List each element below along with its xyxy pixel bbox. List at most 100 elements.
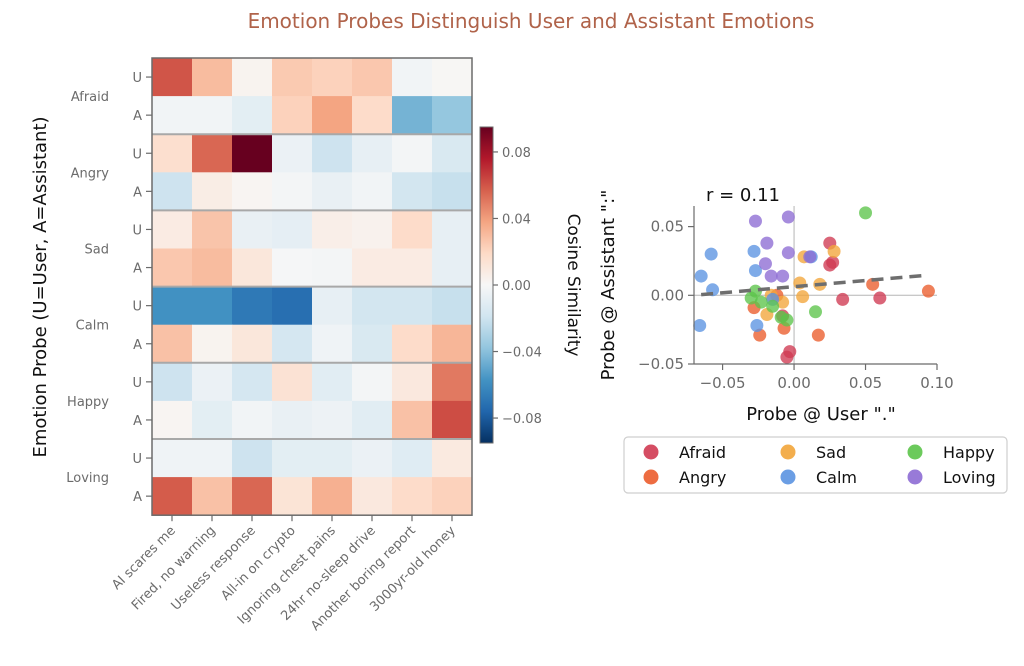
legend-label: Loving xyxy=(943,468,996,487)
heatmap-cell xyxy=(232,324,273,364)
heatmap-cell xyxy=(272,58,313,97)
scatter-point-afraid xyxy=(836,292,850,306)
heatmap-cell xyxy=(312,477,353,516)
heatmap-cell xyxy=(192,172,233,211)
heatmap-group-separators xyxy=(152,133,472,440)
x-tick-label: 0.00 xyxy=(777,374,810,392)
heatmap-cell xyxy=(272,286,313,326)
scatter-point-loving xyxy=(776,269,790,283)
heatmap-cell xyxy=(432,248,473,288)
heatmap-cell xyxy=(312,286,353,326)
scatter-point-calm xyxy=(704,247,718,261)
y-tick-label: U xyxy=(132,452,142,467)
heatmap-cell xyxy=(232,210,273,249)
scatter-points xyxy=(693,206,935,364)
heatmap-cell xyxy=(152,477,193,516)
heatmap-cell xyxy=(152,286,193,326)
row-group-label: Happy xyxy=(67,395,109,410)
colorbar-label: Cosine Similarity xyxy=(563,214,583,357)
scatter-point-loving xyxy=(781,210,795,224)
heatmap-cell xyxy=(152,96,193,135)
heatmap-cell xyxy=(392,477,433,516)
scatter-point-calm xyxy=(748,264,762,278)
correlation-annotation: r = 0.11 xyxy=(706,185,780,206)
scatter-x-ticks: −0.05 0.00 0.05 0.10 xyxy=(700,364,954,392)
heatmap-cell xyxy=(312,210,353,249)
scatter-point-happy xyxy=(809,305,822,319)
legend-label: Afraid xyxy=(679,443,726,462)
heatmap-cell xyxy=(232,362,273,402)
heatmap-cell xyxy=(232,439,273,478)
heatmap-cell xyxy=(272,134,313,173)
heatmap-cell xyxy=(312,58,353,97)
heatmap-cell xyxy=(152,439,193,478)
y-tick-label: 0.00 xyxy=(651,286,684,304)
scatter-point-sad xyxy=(827,244,841,258)
heatmap-cell xyxy=(312,324,353,364)
colorbar-ticks: 0.08 0.04 0.00 −0.04 −0.08 xyxy=(493,146,542,427)
heatmap-cell xyxy=(352,96,393,135)
legend-label: Angry xyxy=(679,468,726,487)
heatmap-cell xyxy=(232,172,273,211)
scatter-point-calm xyxy=(750,319,764,333)
heatmap-cell xyxy=(192,210,233,249)
heatmap-cell xyxy=(392,400,433,440)
heatmap-cell xyxy=(192,134,233,173)
heatmap-cell xyxy=(352,286,393,326)
heatmap-cell xyxy=(312,96,353,135)
heatmap-cell xyxy=(152,172,193,211)
scatter-point-happy xyxy=(859,206,873,220)
heatmap-cell xyxy=(432,324,473,364)
y-tick-label: U xyxy=(132,147,142,162)
scatter-legend: Afraid Angry Sad Calm Happy Loving xyxy=(623,436,1008,494)
heatmap-cell xyxy=(392,96,433,135)
scatter-point-angry xyxy=(921,284,935,298)
legend-label: Happy xyxy=(943,443,995,462)
y-tick-label: −0.05 xyxy=(638,355,684,373)
x-tick-label: −0.05 xyxy=(700,374,746,392)
heatmap-cell xyxy=(352,134,393,173)
heatmap-cell xyxy=(272,96,313,135)
y-tick-label: A xyxy=(133,338,142,353)
scatter-point-happy xyxy=(766,299,780,313)
y-tick-label: A xyxy=(133,109,142,124)
row-group-label: Calm xyxy=(76,319,109,334)
scatter-point-calm xyxy=(747,244,761,258)
heatmap-cell xyxy=(152,362,193,402)
y-tick-label: A xyxy=(133,262,142,277)
heatmap-cell xyxy=(192,324,233,364)
heatmap-cell xyxy=(312,439,353,478)
legend-marker xyxy=(780,469,796,485)
heatmap-cell xyxy=(272,248,313,288)
heatmap-cell xyxy=(352,362,393,402)
heatmap-cell xyxy=(232,134,273,173)
heatmap-cell xyxy=(232,96,273,135)
heatmap-cell xyxy=(352,400,393,440)
y-tick-label: A xyxy=(133,490,142,505)
heatmap-cell xyxy=(352,172,393,211)
heatmap-cell xyxy=(192,248,233,288)
heatmap-cell xyxy=(152,210,193,249)
scatter-point-afraid xyxy=(780,350,794,364)
scatter-point-angry xyxy=(811,328,825,342)
heatmap-cell xyxy=(432,362,473,402)
scatter-y-ticks: 0.05 0.00 −0.05 xyxy=(638,218,694,373)
heatmap-cell xyxy=(432,400,473,440)
heatmap-cell xyxy=(152,134,193,173)
heatmap-cell xyxy=(392,362,433,402)
heatmap-cell xyxy=(192,96,233,135)
figure-title: Emotion Probes Distinguish User and Assi… xyxy=(248,9,815,33)
legend-item-loving: Loving xyxy=(907,468,996,487)
heatmap-frame xyxy=(151,57,473,516)
scatter-point-calm xyxy=(694,269,708,283)
heatmap-cell xyxy=(192,400,233,440)
colorbar-tick-label: 0.08 xyxy=(502,146,531,161)
heatmap-cell xyxy=(432,172,473,211)
heatmap-cell xyxy=(192,286,233,326)
scatter-point-loving xyxy=(803,250,817,264)
legend-marker xyxy=(780,444,796,460)
heatmap-cell xyxy=(392,286,433,326)
y-tick-label: U xyxy=(132,223,142,238)
heatmap-cell xyxy=(392,248,433,288)
heatmap-cell xyxy=(352,58,393,97)
